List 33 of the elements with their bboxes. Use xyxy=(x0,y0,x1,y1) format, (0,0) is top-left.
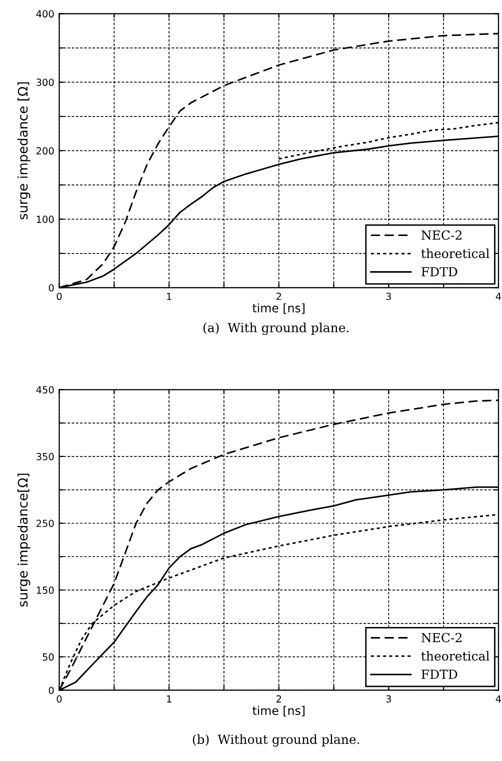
legend-label: FDTD xyxy=(422,267,458,276)
y-tick-label: 400 xyxy=(36,10,54,18)
x-tick-label: 2 xyxy=(276,292,281,300)
y-tick-label: 250 xyxy=(36,520,54,528)
y-tick-label: 100 xyxy=(36,216,54,223)
x-tick-label: 3 xyxy=(386,695,391,703)
x-tick-label: 2 xyxy=(276,695,281,702)
y-axis-title: surge impedance[Ω] xyxy=(17,474,30,607)
y-axis-title: surge impedance [Ω] xyxy=(17,82,30,220)
x-tick-label: 4 xyxy=(496,292,502,300)
y-tick-label: 0 xyxy=(48,686,54,694)
legend-label: NEC-2 xyxy=(422,230,462,240)
x-tick-label: 4 xyxy=(496,695,502,702)
legend-label: NEC-2 xyxy=(422,632,462,642)
x-tick-label: 3 xyxy=(386,292,391,300)
x-tick-label: 0 xyxy=(56,292,62,300)
y-tick-label: 200 xyxy=(36,147,54,155)
text: (a) With ground plane. xyxy=(203,322,349,335)
text: (b) Without ground plane. xyxy=(192,734,360,747)
y-tick-label: 450 xyxy=(36,386,54,394)
legend-label: theoretical xyxy=(421,651,490,661)
x-tick-label: 1 xyxy=(167,695,172,702)
x-axis-title: time [ns] xyxy=(252,303,304,314)
y-tick-label: 300 xyxy=(36,78,54,86)
x-axis-title: time [ns] xyxy=(252,706,304,716)
y-tick-label: 0 xyxy=(48,284,54,292)
legend-label: FDTD xyxy=(422,670,458,679)
y-tick-label: 350 xyxy=(36,452,54,460)
y-tick-label: 150 xyxy=(36,586,54,594)
legend-label: theoretical xyxy=(421,248,490,258)
y-tick-label: 50 xyxy=(42,653,54,661)
x-tick-label: 1 xyxy=(167,292,172,300)
x-tick-label: 0 xyxy=(56,695,62,703)
